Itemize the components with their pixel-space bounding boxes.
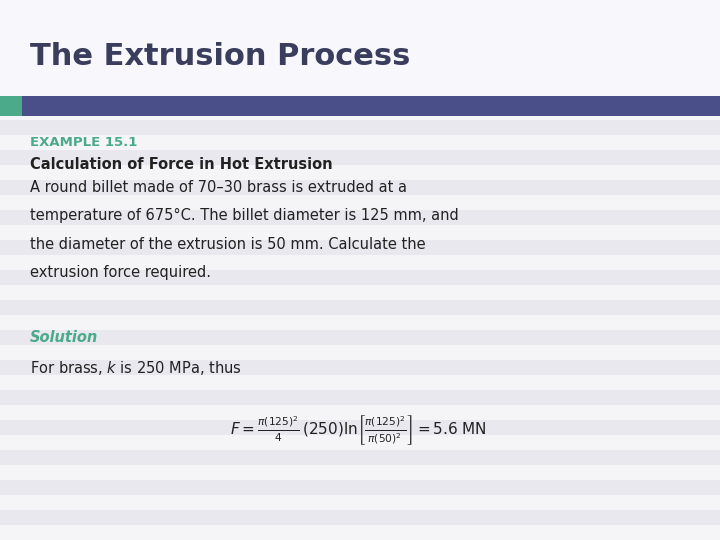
Bar xyxy=(0,210,720,225)
Bar xyxy=(0,435,720,450)
Bar xyxy=(0,15,720,30)
Text: extrusion force required.: extrusion force required. xyxy=(30,265,211,280)
Bar xyxy=(0,360,720,375)
Bar xyxy=(0,90,720,105)
Bar xyxy=(0,450,720,465)
Bar xyxy=(0,315,720,330)
Text: Solution: Solution xyxy=(30,330,99,346)
Bar xyxy=(0,420,720,435)
Bar xyxy=(0,45,720,60)
Bar xyxy=(0,375,720,390)
Bar xyxy=(0,240,720,255)
Bar xyxy=(0,96,720,116)
Bar xyxy=(0,105,720,120)
Bar xyxy=(0,510,720,525)
Text: The Extrusion Process: The Extrusion Process xyxy=(30,42,410,71)
Bar xyxy=(0,0,720,108)
Bar xyxy=(0,270,720,285)
Bar xyxy=(0,405,720,420)
Bar xyxy=(0,225,720,240)
Bar xyxy=(0,465,720,480)
Bar xyxy=(0,495,720,510)
Bar xyxy=(0,180,720,195)
Bar xyxy=(0,300,720,315)
Bar xyxy=(0,60,720,75)
Text: For brass, $k$ is 250 MPa, thus: For brass, $k$ is 250 MPa, thus xyxy=(30,359,242,377)
Bar xyxy=(0,525,720,540)
Bar xyxy=(0,165,720,180)
Bar xyxy=(0,30,720,45)
Bar xyxy=(0,390,720,405)
Bar xyxy=(0,195,720,210)
Bar xyxy=(0,285,720,300)
Bar xyxy=(0,75,720,90)
Bar xyxy=(0,120,720,135)
Bar xyxy=(0,345,720,360)
Text: $F = \frac{\pi(125)^2}{4}\,(250)\ln\!\left[\frac{\pi(125)^2}{\pi(50)^2}\right] =: $F = \frac{\pi(125)^2}{4}\,(250)\ln\!\le… xyxy=(230,413,487,447)
Bar xyxy=(0,330,720,345)
Bar xyxy=(0,150,720,165)
Text: temperature of 675°C. The billet diameter is 125 mm, and: temperature of 675°C. The billet diamete… xyxy=(30,208,459,224)
Text: A round billet made of 70–30 brass is extruded at a: A round billet made of 70–30 brass is ex… xyxy=(30,180,408,195)
Text: Calculation of Force in Hot Extrusion: Calculation of Force in Hot Extrusion xyxy=(30,157,333,172)
Bar xyxy=(0,96,22,116)
Text: EXAMPLE 15.1: EXAMPLE 15.1 xyxy=(30,136,138,149)
Text: the diameter of the extrusion is 50 mm. Calculate the: the diameter of the extrusion is 50 mm. … xyxy=(30,237,426,252)
Bar xyxy=(0,0,720,15)
Bar xyxy=(0,480,720,495)
Bar xyxy=(0,135,720,150)
Bar xyxy=(0,255,720,270)
